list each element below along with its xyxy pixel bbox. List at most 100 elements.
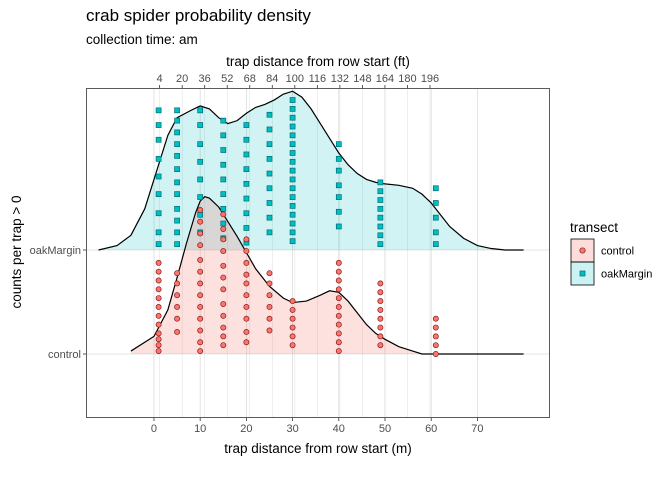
- point-control: [155, 342, 162, 349]
- point-oakmargin: [289, 203, 296, 209]
- point-oakmargin: [289, 220, 296, 227]
- point-oakmargin: [197, 176, 204, 183]
- point-control: [432, 324, 439, 331]
- point-oakmargin: [220, 117, 227, 124]
- point-control: [197, 242, 204, 249]
- point-oakmargin: [289, 158, 296, 165]
- point-oakmargin: [266, 111, 273, 118]
- x-axis-title: trap distance from row start (m): [224, 441, 412, 456]
- point-control: [266, 292, 273, 299]
- point-oakmargin: [289, 123, 296, 130]
- point-oakmargin: [174, 241, 180, 247]
- legend-title: transect: [570, 220, 618, 235]
- x2-tick-label: 68: [244, 73, 256, 85]
- point-control: [197, 292, 204, 299]
- point-control: [266, 304, 273, 310]
- x2-tick-label: 196: [421, 73, 439, 85]
- point-control: [266, 270, 273, 277]
- point-control: [377, 289, 384, 296]
- legend-item-oakmargin: oakMargin: [570, 261, 652, 286]
- point-oakmargin: [432, 200, 439, 206]
- point-oakmargin: [243, 195, 250, 202]
- legend-marker-control: [579, 247, 586, 254]
- point-control: [174, 292, 181, 299]
- point-control: [335, 312, 342, 319]
- ridge-layer: [98, 90, 524, 355]
- point-control: [197, 268, 204, 275]
- point-control: [155, 312, 162, 319]
- point-oakmargin: [289, 238, 296, 245]
- point-oakmargin: [289, 167, 296, 174]
- point-control: [243, 329, 250, 335]
- point-oakmargin: [174, 141, 180, 148]
- point-control: [197, 206, 204, 213]
- point-control: [243, 315, 250, 322]
- point-control: [220, 333, 227, 340]
- point-control: [266, 280, 273, 287]
- point-oakmargin: [220, 161, 227, 168]
- point-oakmargin: [220, 147, 227, 153]
- x2-tick-label: 84: [266, 73, 278, 85]
- point-control: [174, 329, 181, 335]
- plot-panel: [86, 88, 550, 418]
- point-control: [377, 298, 384, 305]
- point-oakmargin: [243, 136, 250, 143]
- point-control: [220, 226, 227, 232]
- point-control: [335, 286, 342, 293]
- point-control: [220, 286, 227, 293]
- point-oakmargin: [289, 97, 296, 103]
- point-oakmargin: [335, 223, 342, 230]
- point-oakmargin: [155, 229, 162, 236]
- point-control: [220, 236, 227, 243]
- point-oakmargin: [243, 181, 250, 187]
- point-oakmargin: [155, 210, 162, 217]
- point-oakmargin: [377, 214, 384, 221]
- x-tick-label: 40: [333, 423, 345, 435]
- point-oakmargin: [174, 117, 180, 124]
- point-control: [220, 312, 227, 319]
- x-tick-label: 20: [240, 423, 252, 435]
- point-control: [377, 315, 384, 322]
- point-oakmargin: [432, 229, 439, 236]
- point-oakmargin: [243, 225, 250, 231]
- point-oakmargin: [289, 211, 296, 218]
- point-oakmargin: [197, 107, 204, 114]
- point-oakmargin: [266, 156, 273, 162]
- point-control: [155, 336, 162, 343]
- point-oakmargin: [377, 188, 384, 195]
- point-control: [197, 256, 204, 263]
- legend: transect control oakMargin: [570, 220, 652, 286]
- point-control: [243, 339, 250, 346]
- x-tick-label: 10: [194, 423, 206, 435]
- point-oakmargin: [289, 229, 296, 236]
- point-control: [174, 270, 181, 277]
- point-oakmargin: [220, 132, 227, 139]
- point-oakmargin: [335, 156, 342, 162]
- point-control: [155, 295, 162, 302]
- point-control: [155, 259, 162, 266]
- point-control: [377, 333, 384, 340]
- density-area-oakmargin: [98, 91, 524, 251]
- x2-tick-label: 52: [221, 73, 233, 85]
- point-oakmargin: [289, 106, 296, 112]
- point-oakmargin: [266, 185, 273, 192]
- x2-tick-label: 132: [331, 73, 349, 85]
- point-oakmargin: [243, 122, 250, 128]
- point-oakmargin: [155, 173, 162, 180]
- point-control: [432, 351, 439, 357]
- point-oakmargin: [289, 185, 296, 192]
- point-control: [220, 262, 227, 269]
- point-control: [432, 315, 439, 322]
- x-tick-label: 70: [471, 423, 483, 435]
- x2-tick-label: 100: [286, 73, 304, 85]
- point-control: [377, 342, 384, 349]
- point-oakmargin: [197, 158, 204, 165]
- point-oakmargin: [220, 220, 227, 227]
- point-control: [155, 286, 162, 293]
- point-oakmargin: [174, 191, 180, 197]
- point-oakmargin: [174, 205, 180, 212]
- point-oakmargin: [174, 166, 180, 172]
- point-oakmargin: [155, 136, 162, 143]
- point-control: [335, 348, 342, 355]
- y-tick-label-oakmargin: oakMargin: [30, 245, 81, 257]
